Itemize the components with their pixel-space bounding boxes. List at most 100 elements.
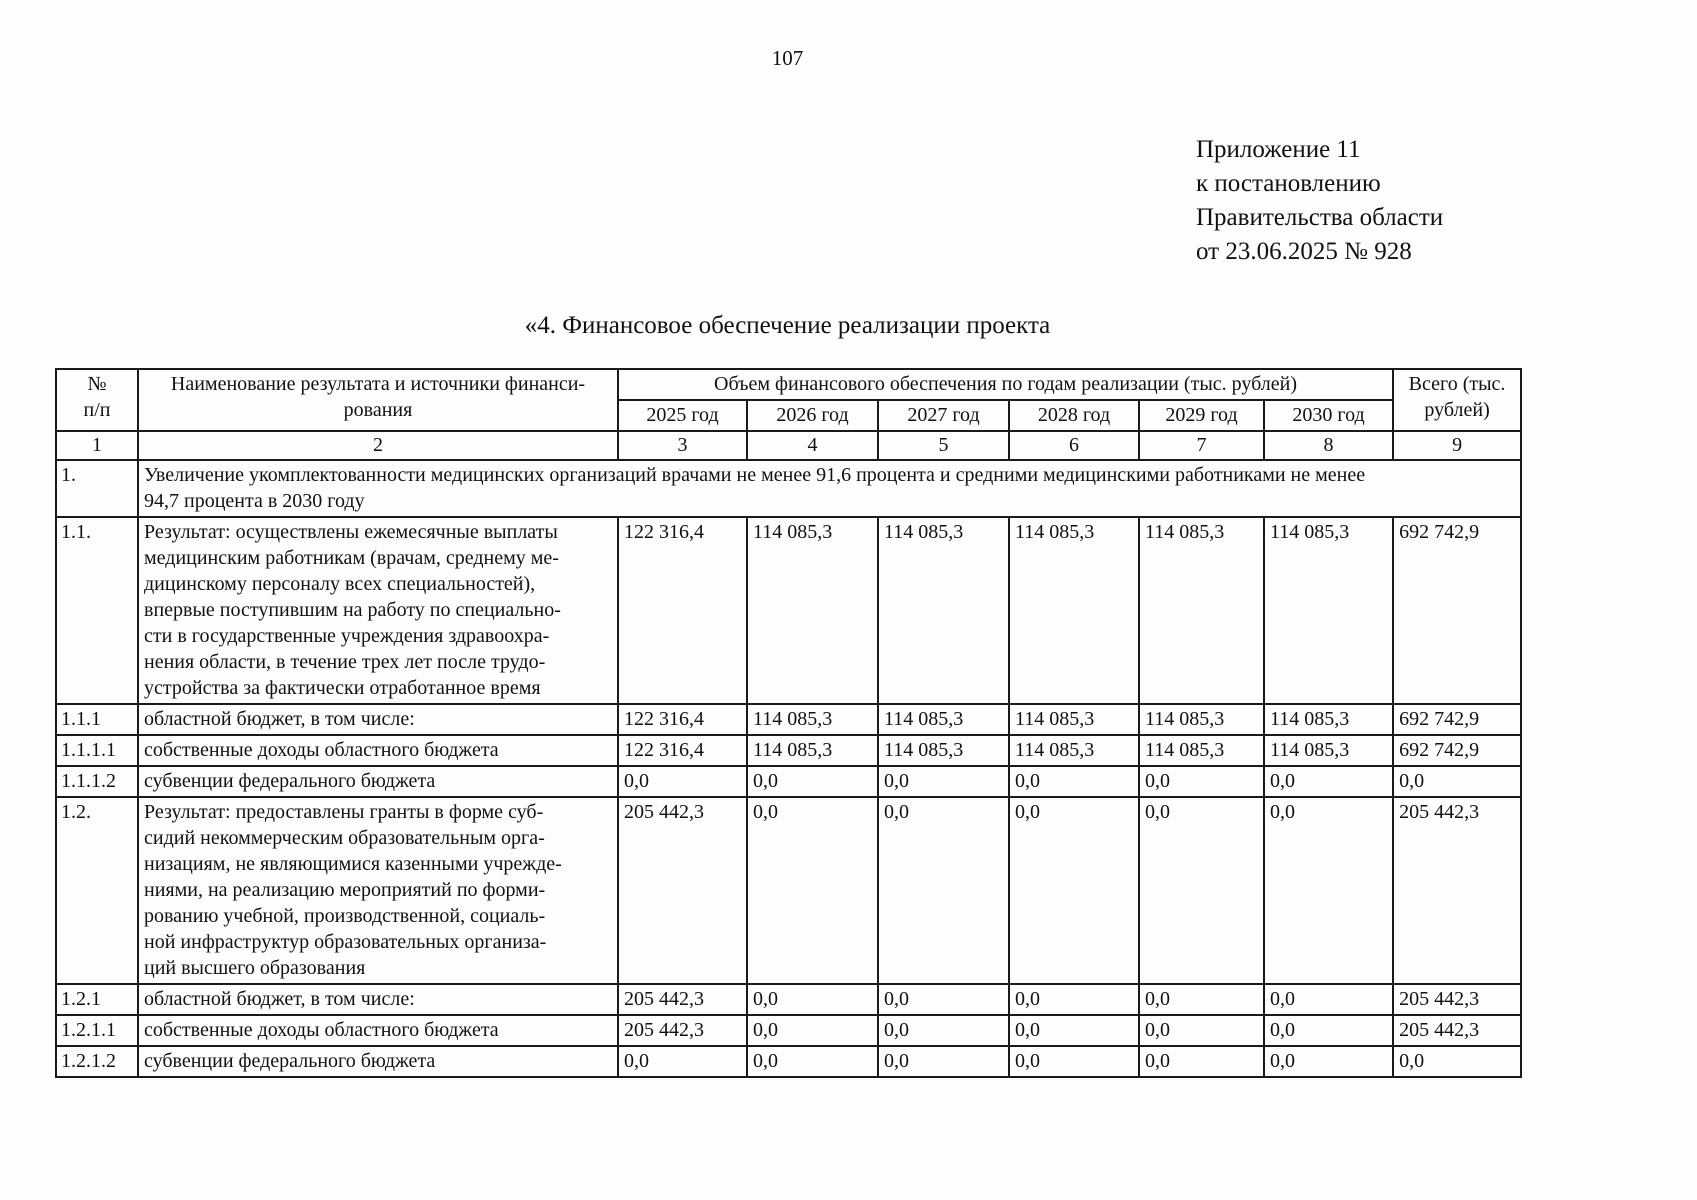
header-cell-num: № п/п — [55, 368, 139, 432]
value-cell: 0,0 — [877, 1014, 1010, 1047]
column-number: 9 — [1392, 430, 1523, 461]
value-cell: 0,0 — [877, 796, 1010, 985]
table-body: 1. Увеличение укомплектованности медицинс… — [55, 459, 1523, 1078]
value-cell: 114 085,3 — [1008, 703, 1140, 736]
total-cell: 0,0 — [1392, 1045, 1523, 1078]
value-cell: 114 085,3 — [1138, 734, 1265, 767]
value-cell: 114 085,3 — [877, 703, 1010, 736]
row-number-cell: 1.1.1.2 — [55, 765, 139, 798]
appendix-reference: Приложение 11 к постановлению Правительс… — [1196, 136, 1444, 265]
table-row: 1.1. Результат: осуществлены ежемесячные … — [55, 516, 1523, 705]
column-number: 7 — [1138, 430, 1265, 461]
table-row: 1. Увеличение укомплектованности медицинс… — [55, 459, 1523, 518]
value-cell: 114 085,3 — [746, 734, 879, 767]
row-name-cell: областной бюджет, в том числе: — [137, 983, 619, 1016]
value-cell: 0,0 — [746, 765, 879, 798]
value-cell: 0,0 — [617, 765, 748, 798]
value-cell: 0,0 — [1008, 1045, 1140, 1078]
value-cell: 0,0 — [746, 796, 879, 985]
table-row: 1.1.1.2 субвенции федерального бюджета 0,0… — [55, 765, 1523, 798]
value-cell: 0,0 — [1138, 983, 1265, 1016]
value-cell: 0,0 — [1262, 1045, 1395, 1078]
column-number: 5 — [877, 430, 1010, 461]
header-row-column-numbers: 1 2 3 4 5 6 7 8 9 — [55, 430, 1523, 461]
value-cell: 0,0 — [877, 983, 1010, 1016]
header-cell-year: 2027 год — [877, 399, 1010, 432]
header-row-main: № п/п Наименование результата и источник… — [55, 368, 1523, 432]
table-row: 1.2.1.2 субвенции федерального бюджета 0,0… — [55, 1045, 1523, 1078]
table-row: 1.1.1.1 собственные доходы областного бюд… — [55, 734, 1523, 767]
total-cell: 692 742,9 — [1392, 734, 1523, 767]
section-title: «4. Финансовое обеспечение реализации пр… — [524, 312, 1051, 339]
value-cell: 114 085,3 — [1008, 734, 1140, 767]
row-name-cell: Увеличение укомплектованности медицински… — [136, 459, 1523, 518]
value-cell: 0,0 — [877, 1045, 1010, 1078]
column-number: 6 — [1008, 430, 1140, 461]
value-cell: 0,0 — [1138, 796, 1265, 985]
table-header: № п/п Наименование результата и источник… — [55, 368, 1523, 461]
value-cell: 0,0 — [1262, 796, 1395, 985]
value-cell: 0,0 — [1262, 1014, 1395, 1047]
total-cell: 205 442,3 — [1392, 983, 1523, 1016]
table-row: 1.1.1 областной бюджет, в том числе: 122 3… — [55, 703, 1523, 736]
value-cell: 114 085,3 — [1262, 516, 1395, 705]
row-number-cell: 1.2. — [55, 796, 139, 985]
value-cell: 114 085,3 — [1138, 516, 1265, 705]
value-cell: 205 442,3 — [617, 983, 748, 1016]
value-cell: 0,0 — [1138, 1014, 1265, 1047]
total-cell: 692 742,9 — [1392, 516, 1523, 705]
finance-table: № п/п Наименование результата и источник… — [55, 368, 1523, 1078]
page-number: 107 — [771, 46, 804, 70]
table-row: 1.2.1.1 собственные доходы областного бюд… — [55, 1014, 1523, 1047]
value-cell: 0,0 — [1008, 796, 1140, 985]
value-cell: 0,0 — [1138, 1045, 1265, 1078]
row-name-cell: субвенции федерального бюджета — [137, 765, 619, 798]
value-cell: 0,0 — [1262, 765, 1395, 798]
row-number-cell: 1.2.1.2 — [55, 1045, 139, 1078]
row-name-cell: Результат: предоставлены гранты в форме … — [137, 796, 619, 985]
value-cell: 114 085,3 — [1262, 703, 1395, 736]
value-cell: 122 316,4 — [617, 516, 748, 705]
header-cell-year: 2029 год — [1138, 399, 1265, 432]
header-cell-name: Наименование результата и источники фина… — [137, 368, 619, 432]
total-cell: 0,0 — [1392, 765, 1523, 798]
header-row-years: 2025 год 2026 год 2027 год 2028 год 2029… — [56, 399, 1521, 432]
value-cell: 0,0 — [1262, 983, 1395, 1016]
row-name-cell: Результат: осуществлены ежемесячные выпл… — [137, 516, 619, 705]
value-cell: 0,0 — [1138, 765, 1265, 798]
value-cell: 0,0 — [1008, 765, 1140, 798]
row-number-cell: 1. — [55, 459, 139, 518]
row-name-cell: субвенции федерального бюджета — [137, 1045, 619, 1078]
column-number: 2 — [137, 430, 619, 461]
total-cell: 205 442,3 — [1392, 796, 1523, 985]
row-number-cell: 1.1. — [55, 516, 139, 705]
value-cell: 0,0 — [617, 1045, 748, 1078]
value-cell: 0,0 — [877, 765, 1010, 798]
value-cell: 0,0 — [1008, 1014, 1140, 1047]
value-cell: 0,0 — [746, 983, 879, 1016]
value-cell: 114 085,3 — [1008, 516, 1140, 705]
row-name-cell: собственные доходы областного бюджета — [137, 1014, 619, 1047]
header-cell-volume: Объем финансового обеспечения по годам р… — [616, 368, 1395, 401]
value-cell: 114 085,3 — [1262, 734, 1395, 767]
value-cell: 0,0 — [1008, 983, 1140, 1016]
table-row: 1.2.1 областной бюджет, в том числе: 205 4… — [55, 983, 1523, 1016]
value-cell: 114 085,3 — [746, 516, 879, 705]
header-cell-year: 2025 год — [617, 399, 748, 432]
column-number: 4 — [746, 430, 879, 461]
header-cell-year: 2030 год — [1262, 399, 1395, 432]
header-cell-total: Всего (тыс. рублей) — [1392, 368, 1523, 432]
total-cell: 205 442,3 — [1392, 1014, 1523, 1047]
total-cell: 692 742,9 — [1392, 703, 1523, 736]
value-cell: 0,0 — [746, 1014, 879, 1047]
header-cell-year: 2026 год — [746, 399, 879, 432]
row-number-cell: 1.1.1.1 — [55, 734, 139, 767]
row-number-cell: 1.2.1.1 — [55, 1014, 139, 1047]
value-cell: 0,0 — [746, 1045, 879, 1078]
value-cell: 114 085,3 — [877, 516, 1010, 705]
header-cell-year: 2028 год — [1008, 399, 1140, 432]
table-row: 1.2. Результат: предоставлены гранты в фо… — [55, 796, 1523, 985]
row-number-cell: 1.2.1 — [55, 983, 139, 1016]
value-cell: 114 085,3 — [746, 703, 879, 736]
